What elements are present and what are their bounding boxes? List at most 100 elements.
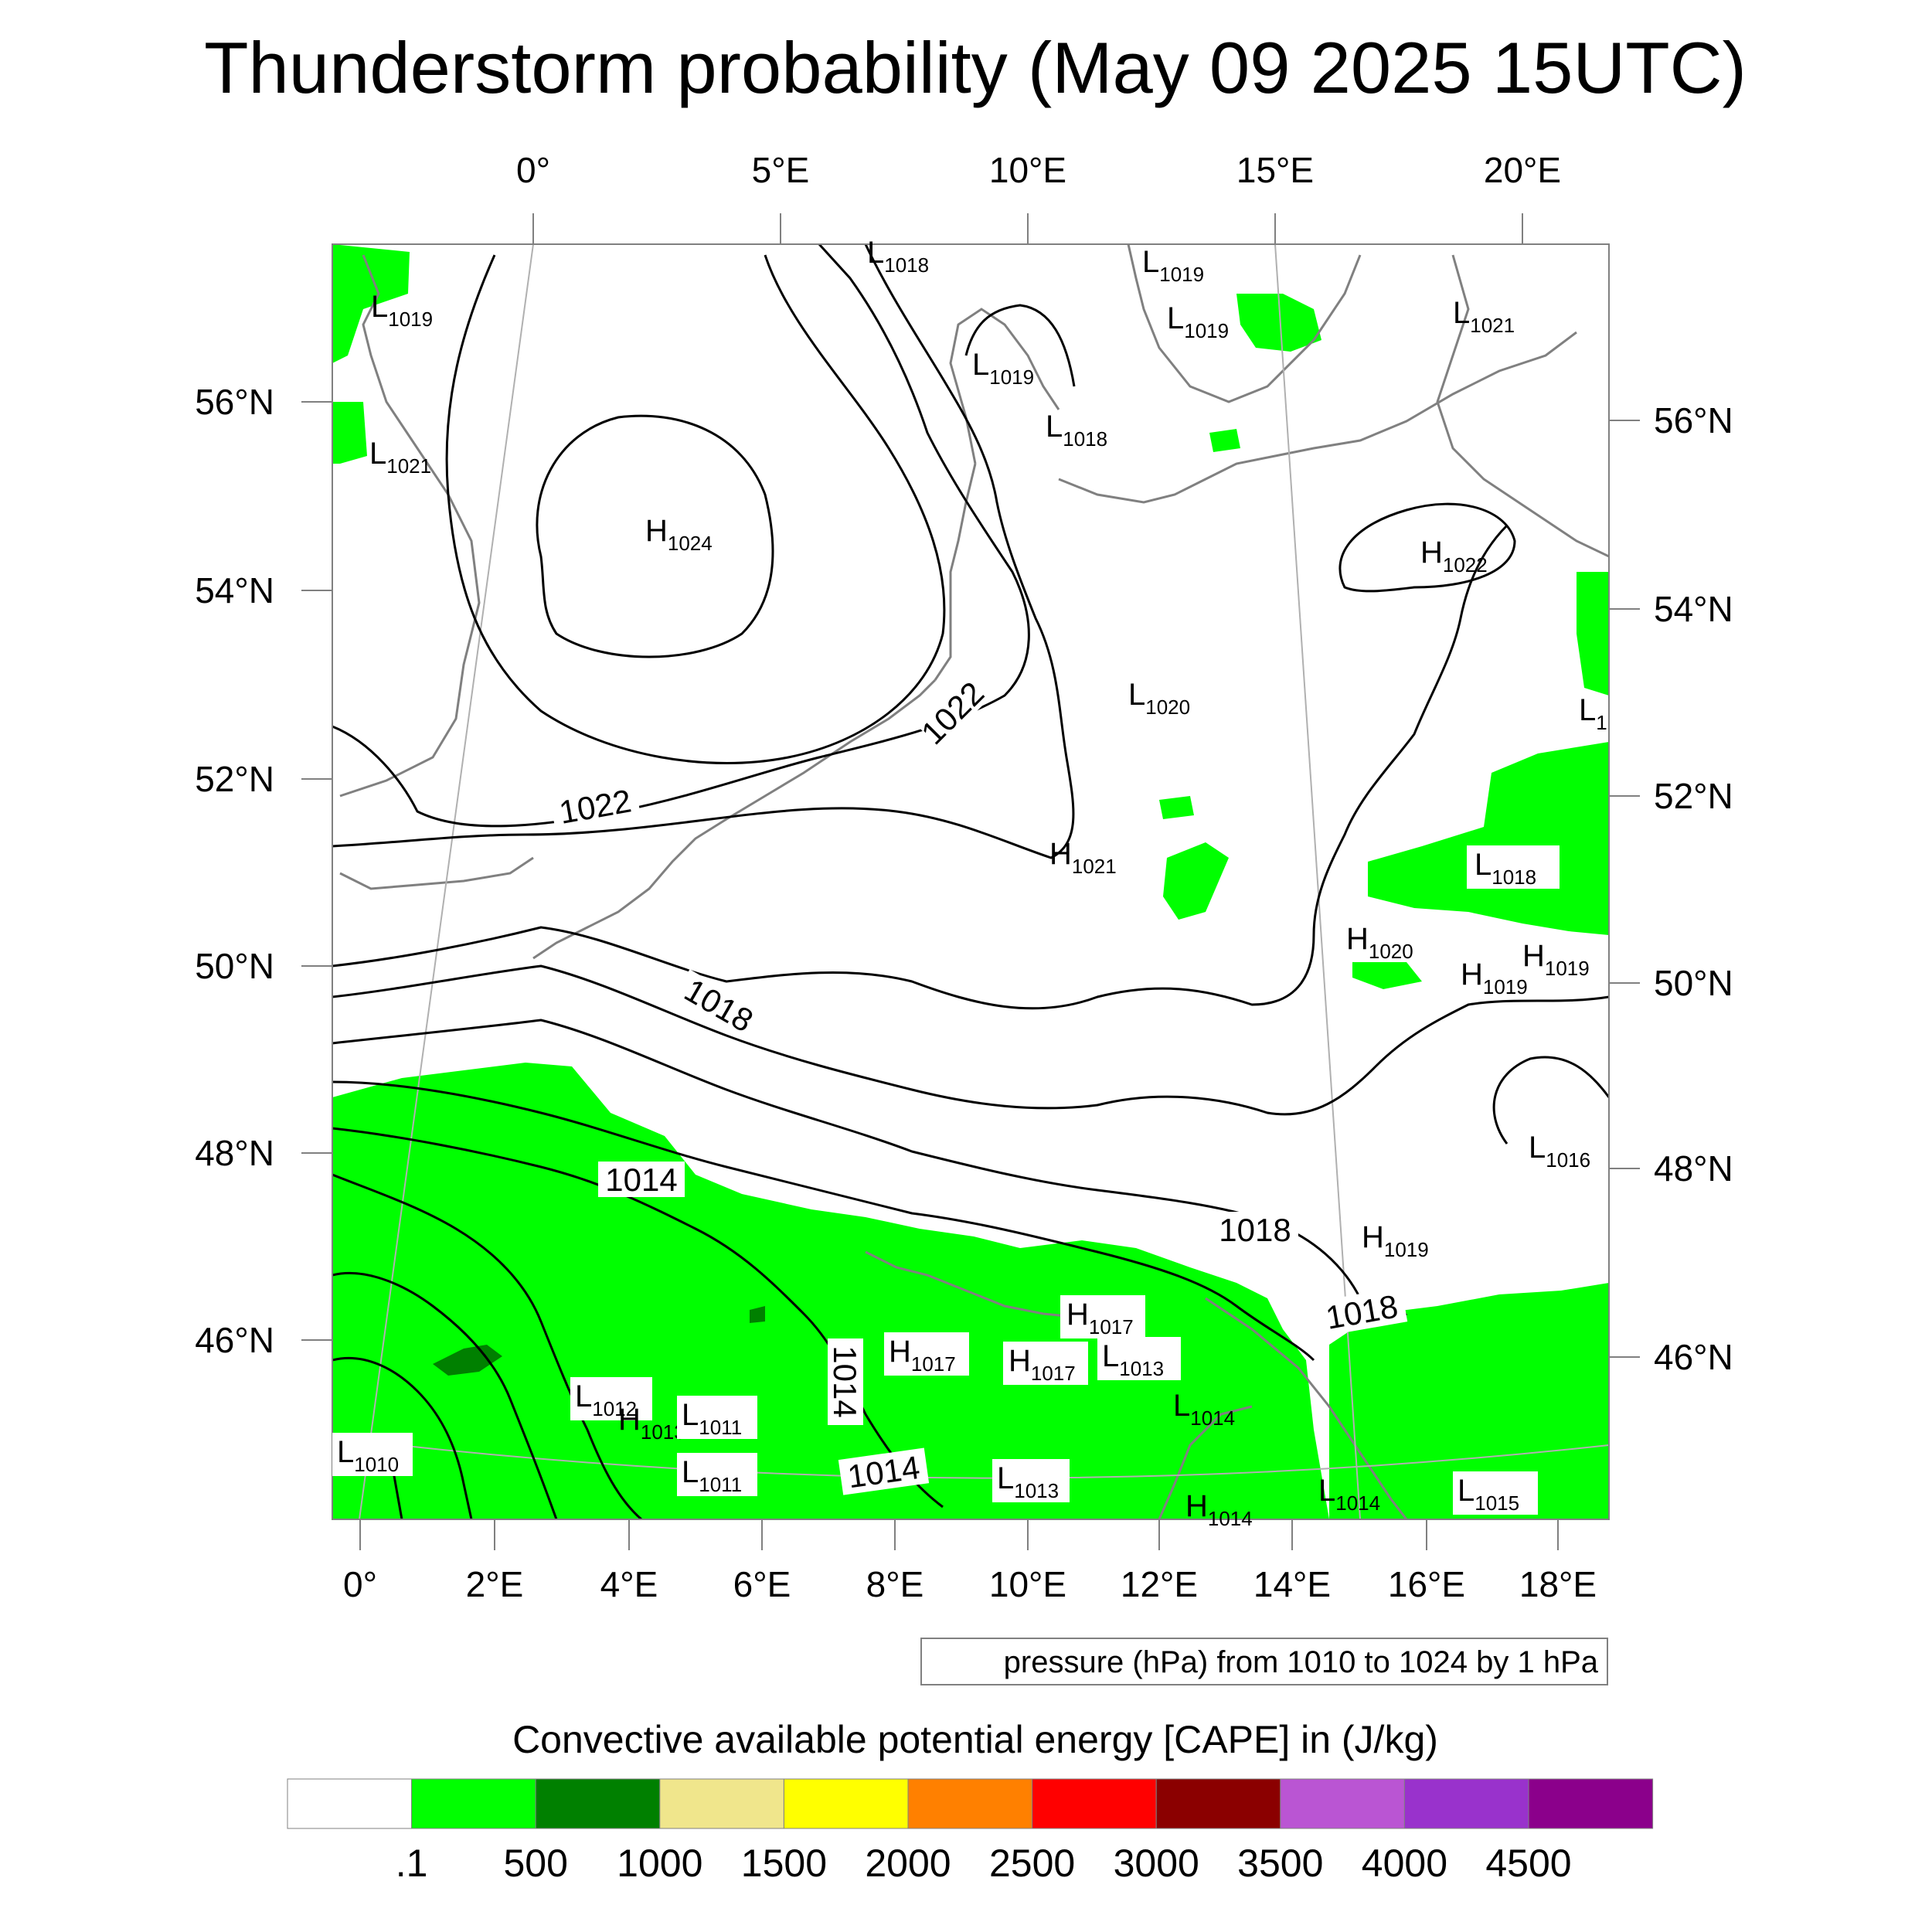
pressure-center-label: L1013 — [997, 1461, 1059, 1502]
isobar-1023 — [445, 254, 946, 764]
bottom-lon-label: 6°E — [733, 1564, 791, 1604]
pressure-center-labels: L1019 L1021 H1024 L1018 L1019 L1019 L102… — [332, 236, 1607, 1530]
coastline-germany-baltic — [1058, 331, 1577, 504]
pressure-center-label: L1019 — [1167, 301, 1229, 342]
pressure-center-label: L1018 — [1046, 410, 1107, 451]
isobar-1020 — [332, 524, 1509, 1010]
left-lat-label: 50°N — [195, 946, 274, 986]
top-longitude-labels: 0° 5°E 10°E 15°E 20°E — [516, 150, 1561, 190]
bottom-lon-label: 0° — [343, 1564, 377, 1604]
colorbar-boxes — [287, 1778, 1654, 1829]
pressure-center-label: H1020 — [1346, 922, 1413, 963]
bottom-lon-label: 14°E — [1253, 1564, 1331, 1604]
pressure-center-label: L1018 — [1475, 848, 1536, 889]
isobar-north-low — [964, 304, 1076, 387]
cape-colorbar: Convective available potential energy [C… — [287, 1718, 1654, 1885]
contour-label: 1014 — [605, 1162, 677, 1198]
colorbar-box — [659, 1778, 784, 1829]
right-lat-label: 48°N — [1654, 1148, 1733, 1189]
cape-area-far-east — [1577, 572, 1609, 696]
map-panel: 0° 5°E 10°E 15°E 20°E 0° 2°E 4°E 6°E 8°E… — [195, 150, 1733, 1604]
pressure-center-label: L1016 — [1529, 1131, 1590, 1172]
right-lat-label: 54°N — [1654, 589, 1733, 629]
pressure-center-label: H1024 — [645, 514, 713, 555]
pressure-center-label: L1015 — [1458, 1474, 1519, 1515]
right-lat-label: 50°N — [1654, 963, 1733, 1003]
map-frame — [332, 243, 1610, 1520]
pressure-center-label: L1012 — [575, 1379, 637, 1420]
top-lon-label: 0° — [516, 150, 550, 190]
colorbar-box — [1032, 1778, 1157, 1829]
isobar-1015 — [332, 1173, 642, 1519]
cape-area-north-small — [1209, 429, 1240, 452]
pressure-center-label: L1019 — [1142, 245, 1204, 286]
cape-area-southeast — [1329, 1283, 1609, 1519]
contour-label: 1018 — [1219, 1212, 1291, 1248]
bottom-lon-label: 4°E — [600, 1564, 658, 1604]
right-lat-label: 56°N — [1654, 400, 1733, 440]
bottom-lon-label: 2°E — [466, 1564, 524, 1604]
left-lat-label: 52°N — [195, 759, 274, 799]
contour-label: 1022 — [914, 675, 991, 751]
contour-label: 1022 — [556, 782, 634, 831]
pressure-center-label: L1014 — [1318, 1474, 1380, 1515]
pressure-center-label: L1021 — [1453, 296, 1515, 337]
pressure-center-label: H1019 — [1522, 939, 1590, 980]
left-lat-label: 56°N — [195, 382, 274, 422]
colorbar-box — [1528, 1778, 1654, 1829]
coastline-denmark — [949, 308, 1060, 464]
coastline-adriatic — [1205, 1297, 1408, 1519]
pressure-center-label: H1017 — [1066, 1298, 1134, 1338]
cape-area-center-east — [1159, 796, 1194, 819]
pressure-center-label: L1021 — [369, 437, 431, 478]
right-lat-label: 52°N — [1654, 776, 1733, 816]
colorbar-label: 4000 — [1362, 1842, 1447, 1885]
bottom-longitude-labels: 0° 2°E 4°E 6°E 8°E 10°E 12°E 14°E 16°E 1… — [343, 1564, 1597, 1604]
isobar-1018 — [332, 1019, 1408, 1321]
right-lat-label: 46°N — [1654, 1337, 1733, 1377]
pressure-info-box: pressure (hPa) from 1010 to 1024 by 1 hP… — [920, 1638, 1608, 1685]
isobar-1014 — [332, 1271, 558, 1519]
pressure-center-label: L1019 — [972, 348, 1034, 389]
pressure-center-label: H1021 — [1049, 837, 1117, 878]
colorbar-label: 3500 — [1237, 1842, 1323, 1885]
colorbar-box — [535, 1778, 661, 1829]
colorbar-label: .1 — [396, 1842, 428, 1885]
bottom-lon-label: 18°E — [1519, 1564, 1597, 1604]
pressure-info-text: pressure (hPa) from 1010 to 1024 by 1 hP… — [1004, 1645, 1599, 1679]
isobar-1024 — [536, 414, 774, 658]
colorbar-label: 4500 — [1485, 1842, 1571, 1885]
isobar-1016 — [332, 1127, 944, 1509]
colorbar-box — [411, 1778, 536, 1829]
coastline-baltic-east — [1436, 254, 1609, 558]
parallel-45n — [332, 1437, 1609, 1479]
left-lat-label: 48°N — [195, 1133, 274, 1173]
coastline-britain-south — [339, 856, 534, 890]
coastline-france-north — [532, 679, 937, 960]
top-lon-label: 15°E — [1236, 150, 1314, 190]
colorbar-box — [287, 1778, 413, 1829]
pressure-center-label: L1 — [1579, 693, 1607, 734]
cape-dark-shading — [433, 1306, 765, 1376]
cape-area-northwest — [332, 244, 410, 363]
colorbar-title: Convective available potential energy [C… — [512, 1718, 1438, 1761]
colorbar-box — [907, 1778, 1033, 1829]
pressure-center-label: L1013 — [1102, 1339, 1164, 1380]
pressure-center-label: L1011 — [682, 1398, 742, 1439]
isobar-1019 — [332, 964, 1609, 1116]
colorbar-label: 2000 — [865, 1842, 951, 1885]
page-title: Thunderstorm probability (May 09 2025 15… — [204, 27, 1747, 108]
left-lat-label: 54°N — [195, 570, 274, 611]
cape-area-center — [1163, 842, 1229, 920]
isobar-1013 — [332, 1356, 473, 1519]
colorbar-box — [1280, 1778, 1405, 1829]
bottom-lon-label: 10°E — [989, 1564, 1066, 1604]
top-lon-label: 20°E — [1484, 150, 1561, 190]
top-lon-label: 5°E — [752, 150, 810, 190]
cape-area-east-small — [1352, 962, 1422, 989]
isobar-1021 — [332, 244, 1075, 859]
pressure-center-label: L1014 — [1173, 1389, 1235, 1430]
isobar-east-high — [1492, 1056, 1609, 1145]
isobar-1022-east — [1338, 502, 1516, 593]
